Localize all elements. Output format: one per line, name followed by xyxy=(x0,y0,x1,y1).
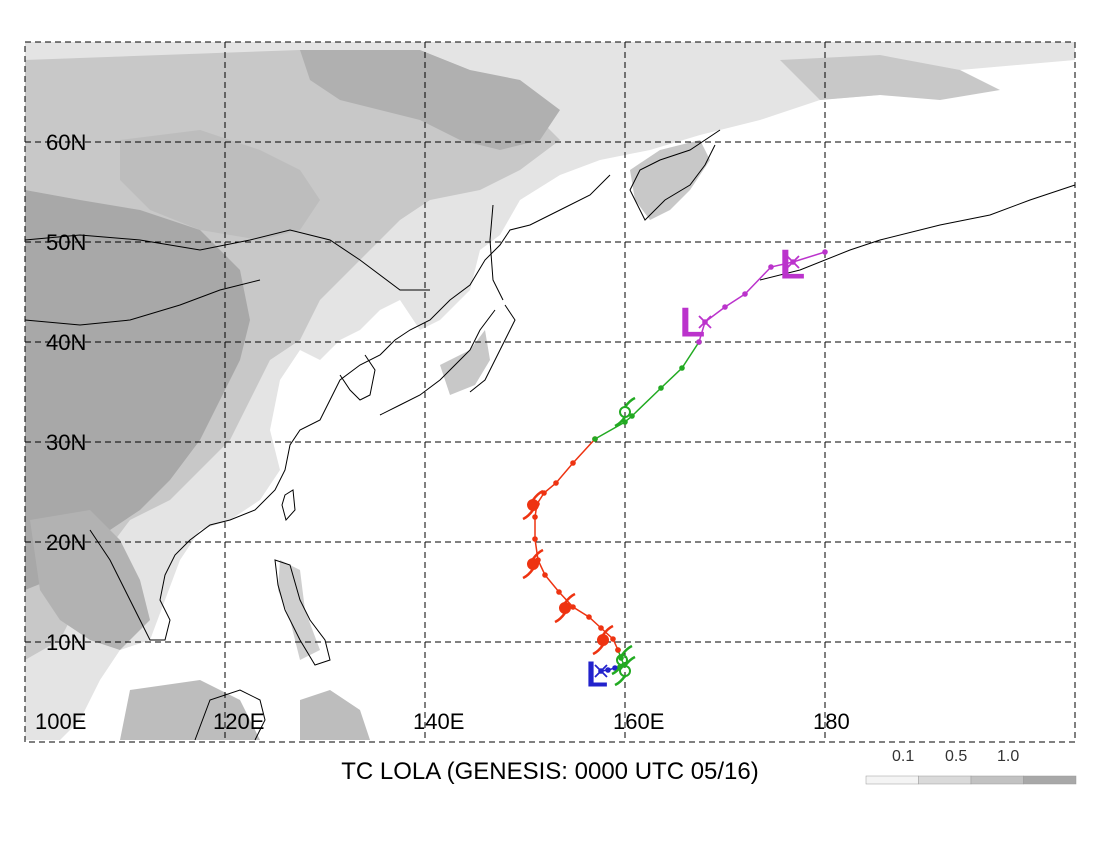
lon-label-180: 180 xyxy=(813,709,850,734)
storm-symbol-green xyxy=(614,655,636,687)
red-stage-point xyxy=(615,647,621,653)
storm-symbol-red xyxy=(592,624,614,656)
coast-china-border xyxy=(24,229,430,326)
legend-label-0: 0.1 xyxy=(892,748,915,765)
longitude-labels: 100E 120E 140E 160E 180 xyxy=(35,709,850,734)
storm-symbol-red-core xyxy=(597,634,609,646)
red-stage-point xyxy=(598,625,604,631)
coast-borneo xyxy=(194,689,266,741)
lat-label-20: 20N xyxy=(46,530,86,555)
lat-label-30: 30N xyxy=(46,430,86,455)
green-stage-north-line xyxy=(594,341,700,440)
purple-stage-line xyxy=(698,251,826,343)
red-stage-point xyxy=(542,572,548,578)
red-stage-point xyxy=(570,604,576,610)
storm-symbol-red xyxy=(522,548,544,580)
storm-symbol-red-arms xyxy=(522,489,544,521)
red-stage-point xyxy=(570,460,576,466)
red-stage-point xyxy=(556,589,562,595)
lat-label-50: 50N xyxy=(46,230,86,255)
purple-stage-point xyxy=(822,249,828,255)
coast-japan xyxy=(379,204,516,416)
storm-symbol-red xyxy=(522,489,544,521)
terrain-new-guinea xyxy=(300,690,370,740)
storm-symbol-green-arms xyxy=(611,644,633,676)
red-stage-line xyxy=(534,438,619,651)
x-marker-purple xyxy=(698,315,712,329)
green-stage-north-point xyxy=(679,365,685,371)
green-stage-north-point xyxy=(658,385,664,391)
green-stage-south-point xyxy=(618,655,624,661)
lat-lon-grid xyxy=(25,42,1075,742)
purple-stage-point xyxy=(742,291,748,297)
lon-label-120: 120E xyxy=(213,709,264,734)
storm-symbol-red-core xyxy=(559,602,571,614)
terrain-kamchatka xyxy=(630,140,710,220)
legend-labels: 0.1 0.5 1.0 xyxy=(866,748,1076,768)
lon-label-140: 140E xyxy=(413,709,464,734)
map-frame xyxy=(24,41,1076,743)
legend-color-bar xyxy=(865,775,1077,785)
green-stage-north-point xyxy=(629,413,635,419)
lon-label-100: 100E xyxy=(35,709,86,734)
red-stage-point xyxy=(532,514,538,520)
storm-symbol-red-core xyxy=(527,499,539,511)
red-stage-point xyxy=(610,636,616,642)
terrain-japan xyxy=(440,330,490,395)
storm-track: LLL xyxy=(522,241,828,695)
storm-symbol-green xyxy=(614,396,636,428)
latitude-labels: 10N 20N 30N 40N 50N 60N xyxy=(46,130,86,655)
red-stage-point xyxy=(532,536,538,542)
coastlines xyxy=(24,129,1076,741)
coast-korea xyxy=(339,354,376,401)
red-stage-point xyxy=(586,614,592,620)
lat-label-60: 60N xyxy=(46,130,86,155)
storm-symbol-red-arms xyxy=(554,592,576,624)
x-marker-blue xyxy=(594,664,608,678)
terrain-dark-plateau xyxy=(25,190,250,590)
red-stage-point xyxy=(553,480,559,486)
lat-label-10: 10N xyxy=(46,630,86,655)
terrain-philippines xyxy=(278,560,320,660)
storm-symbol-red-arms xyxy=(522,548,544,580)
coast-philippines xyxy=(274,559,331,666)
x-marker-purple-2 xyxy=(786,255,800,269)
lat-label-40: 40N xyxy=(46,330,86,355)
storm-symbol-red-core xyxy=(527,558,539,570)
lon-label-160: 160E xyxy=(613,709,664,734)
storm-symbol-green xyxy=(611,644,633,676)
blue-stage-point xyxy=(612,665,618,671)
terrain-dark-north xyxy=(300,50,560,150)
blue-stage-point xyxy=(605,667,611,673)
storm-symbol-red-arms xyxy=(592,624,614,656)
legend-label-1: 0.5 xyxy=(945,748,968,765)
storm-symbol-green-arms xyxy=(614,655,636,687)
purple-stage-point xyxy=(768,264,774,270)
storm-symbol-red xyxy=(554,592,576,624)
map-title: TC LOLA (GENESIS: 0000 UTC 05/16) xyxy=(341,758,759,785)
terrain-shading xyxy=(25,42,1075,740)
storm-symbol-green-arms xyxy=(614,396,636,428)
terrain-mongolia xyxy=(120,130,320,240)
low-symbol-purple-2: L xyxy=(780,241,806,288)
purple-stage-point xyxy=(722,304,728,310)
terrain-chukotka xyxy=(780,55,1000,100)
legend-swatch xyxy=(1023,775,1077,785)
green-stage-north-point xyxy=(592,436,598,442)
purple-stage-point xyxy=(696,339,702,345)
terrain-se-asia xyxy=(30,510,150,650)
coast-taiwan xyxy=(281,489,296,522)
low-symbol-purple: L xyxy=(680,299,706,346)
coast-asia-mainland xyxy=(89,129,1076,641)
legend-label-2: 1.0 xyxy=(997,748,1020,765)
